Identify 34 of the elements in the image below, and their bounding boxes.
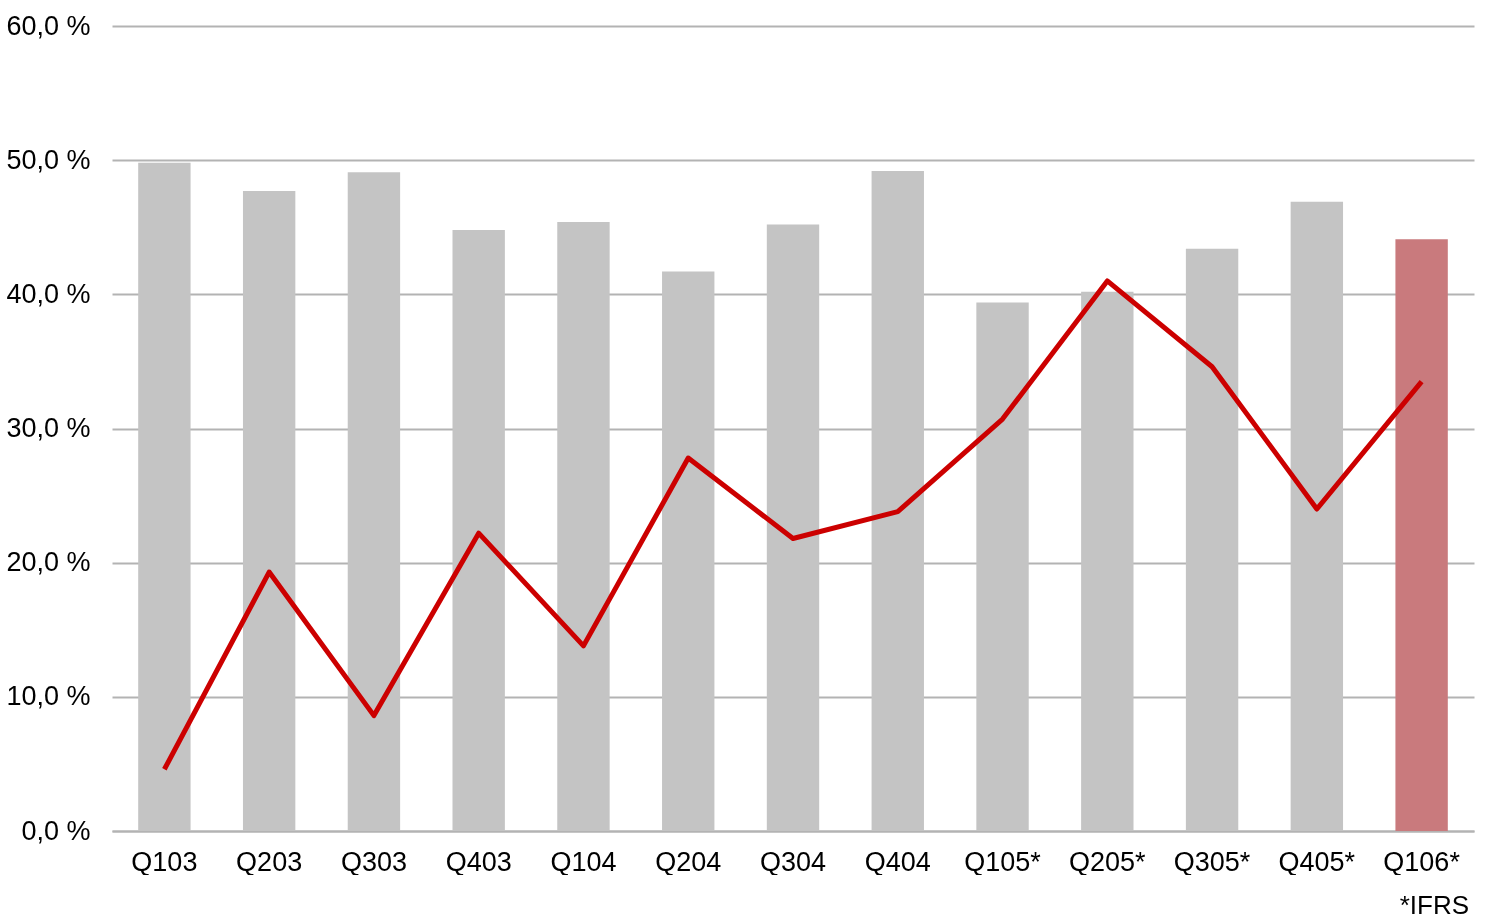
y-tick-label: 60,0 % [6, 10, 91, 41]
x-tick-label: Q403 [445, 846, 512, 877]
bar [452, 229, 505, 831]
bar [1081, 291, 1134, 831]
bar [138, 162, 191, 831]
x-tick-label: Q404 [864, 846, 931, 877]
x-tick-label: Q105* [964, 846, 1042, 877]
bar [1185, 248, 1239, 831]
bar [871, 170, 924, 831]
y-tick-label: 20,0 % [6, 547, 91, 578]
bar [242, 191, 296, 831]
bar [976, 302, 1029, 831]
text: *IFRS [1399, 890, 1469, 921]
bar [766, 224, 820, 831]
bar [347, 172, 401, 831]
x-tick-label: Q204 [655, 846, 722, 877]
x-tick-label: Q103 [131, 846, 198, 877]
x-tick-label: Q203 [236, 846, 303, 877]
x-tick-label: Q304 [759, 846, 827, 877]
x-tick-label: Q303 [340, 846, 407, 877]
y-tick-label: 0,0 % [21, 815, 91, 846]
y-tick-label: 10,0 % [6, 681, 91, 712]
bar [1395, 239, 1448, 831]
bar [1290, 201, 1344, 831]
y-tick-label: 50,0 % [6, 144, 91, 175]
y-tick-label: 40,0 % [6, 278, 91, 309]
bar [662, 271, 715, 831]
bar [557, 221, 610, 831]
y-tick-label: 30,0 % [6, 413, 91, 443]
x-tick-label: Q205* [1069, 846, 1147, 877]
x-tick-label: Q305* [1173, 846, 1251, 877]
x-tick-label: Q104 [550, 846, 617, 877]
x-tick-label: Q405* [1278, 846, 1356, 877]
x-tick-label: Q106* [1383, 846, 1461, 877]
